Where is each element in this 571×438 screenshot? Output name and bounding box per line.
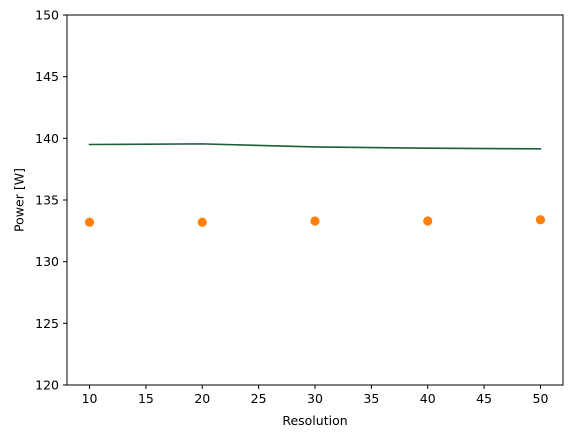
x-tick-label: 20 — [194, 391, 210, 406]
x-tick-label: 50 — [533, 391, 549, 406]
y-tick-label: 130 — [35, 254, 59, 269]
axes: 10 15 20 25 30 35 40 45 50 120 125 130 135 140 145 150 — [35, 8, 564, 406]
x-tick-label: 15 — [138, 391, 154, 406]
series-1-point-2 — [310, 216, 320, 226]
y-tick-label: 140 — [35, 131, 59, 146]
x-tick-label: 30 — [307, 391, 323, 406]
y-tick-label: 120 — [35, 378, 59, 393]
series-0-line — [88, 143, 542, 150]
x-axis-label: Resolution — [282, 413, 347, 428]
x-tick-label: 45 — [476, 391, 492, 406]
series-1-point-4 — [535, 215, 546, 225]
x-tick-label: 25 — [251, 391, 267, 406]
x-tick-label: 40 — [420, 391, 436, 406]
series-1-point-0 — [84, 217, 95, 227]
plot-frame — [66, 14, 564, 386]
y-tick-label: 145 — [35, 69, 59, 84]
y-tick-label: 135 — [35, 193, 59, 208]
x-tick-label: 10 — [82, 391, 98, 406]
y-axis-label: Power [W] — [12, 168, 27, 232]
series-1-point-3 — [423, 216, 433, 226]
x-tick-label: 35 — [363, 391, 379, 406]
plot-content — [84, 143, 546, 227]
y-tick-label: 125 — [35, 316, 59, 331]
series-1-point-1 — [197, 217, 207, 227]
y-tick-label: 150 — [35, 8, 59, 23]
